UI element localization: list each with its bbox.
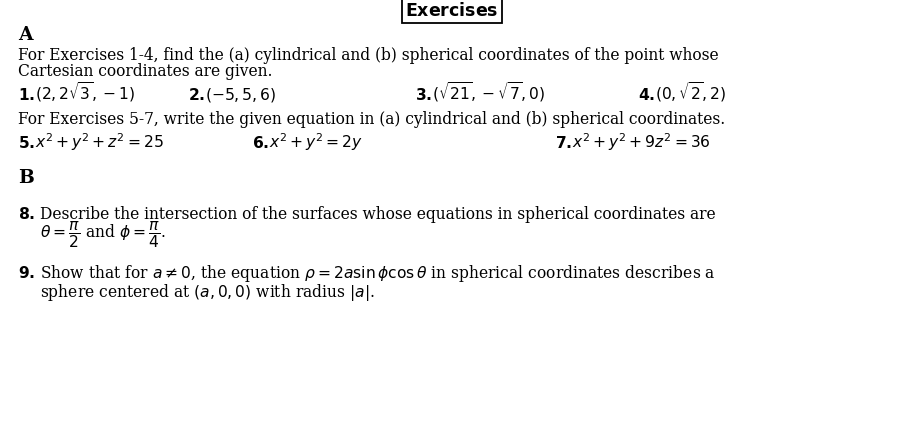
Text: $\mathbf{3.}$: $\mathbf{3.}$ bbox=[414, 87, 432, 104]
Text: $\theta=\dfrac{\pi}{2}$ and $\phi=\dfrac{\pi}{4}.$: $\theta=\dfrac{\pi}{2}$ and $\phi=\dfrac… bbox=[40, 220, 165, 250]
Text: $(0,\sqrt{2},2)$: $(0,\sqrt{2},2)$ bbox=[655, 81, 726, 105]
Text: $\mathbf{1.}$: $\mathbf{1.}$ bbox=[18, 87, 35, 104]
Text: $\mathbf{9.}$: $\mathbf{9.}$ bbox=[18, 265, 35, 282]
Text: $x^2+y^2+9z^2=36$: $x^2+y^2+9z^2=36$ bbox=[572, 131, 710, 153]
Text: Show that for $a\neq 0$, the equation $\rho=2a\sin\phi\cos\theta$ in spherical c: Show that for $a\neq 0$, the equation $\… bbox=[40, 263, 715, 284]
Text: For Exercises 5-7, write the given equation in (a) cylindrical and (b) spherical: For Exercises 5-7, write the given equat… bbox=[18, 111, 724, 128]
Text: For Exercises 1-4, find the (a) cylindrical and (b) spherical coordinates of the: For Exercises 1-4, find the (a) cylindri… bbox=[18, 47, 718, 64]
Text: $(\sqrt{21},-\sqrt{7},0)$: $(\sqrt{21},-\sqrt{7},0)$ bbox=[432, 81, 545, 105]
Text: $\mathbf{5.}$: $\mathbf{5.}$ bbox=[18, 135, 35, 152]
Text: Cartesian coordinates are given.: Cartesian coordinates are given. bbox=[18, 63, 272, 80]
Text: $\mathbf{4.}$: $\mathbf{4.}$ bbox=[638, 87, 655, 104]
Text: $\bf{Exercises}$: $\bf{Exercises}$ bbox=[405, 2, 498, 20]
Text: $\mathbf{8.}$: $\mathbf{8.}$ bbox=[18, 206, 35, 223]
Text: $(-5,5,6)$: $(-5,5,6)$ bbox=[205, 87, 276, 105]
Text: $\mathbf{6.}$: $\mathbf{6.}$ bbox=[252, 135, 269, 152]
Text: $(2,2\sqrt{3},-1)$: $(2,2\sqrt{3},-1)$ bbox=[35, 81, 135, 105]
Text: $x^2+y^2+z^2=25$: $x^2+y^2+z^2=25$ bbox=[35, 131, 163, 153]
Text: A: A bbox=[18, 26, 33, 44]
Text: $\mathbf{2.}$: $\mathbf{2.}$ bbox=[188, 87, 205, 104]
Text: $\mathbf{7.}$: $\mathbf{7.}$ bbox=[554, 135, 572, 152]
Text: B: B bbox=[18, 169, 33, 187]
Text: sphere centered at $(a,0,0)$ with radius $|a|$.: sphere centered at $(a,0,0)$ with radius… bbox=[40, 282, 375, 303]
Text: $x^2+y^2=2y$: $x^2+y^2=2y$ bbox=[269, 131, 363, 153]
Text: Describe the intersection of the surfaces whose equations in spherical coordinat: Describe the intersection of the surface… bbox=[40, 206, 715, 223]
